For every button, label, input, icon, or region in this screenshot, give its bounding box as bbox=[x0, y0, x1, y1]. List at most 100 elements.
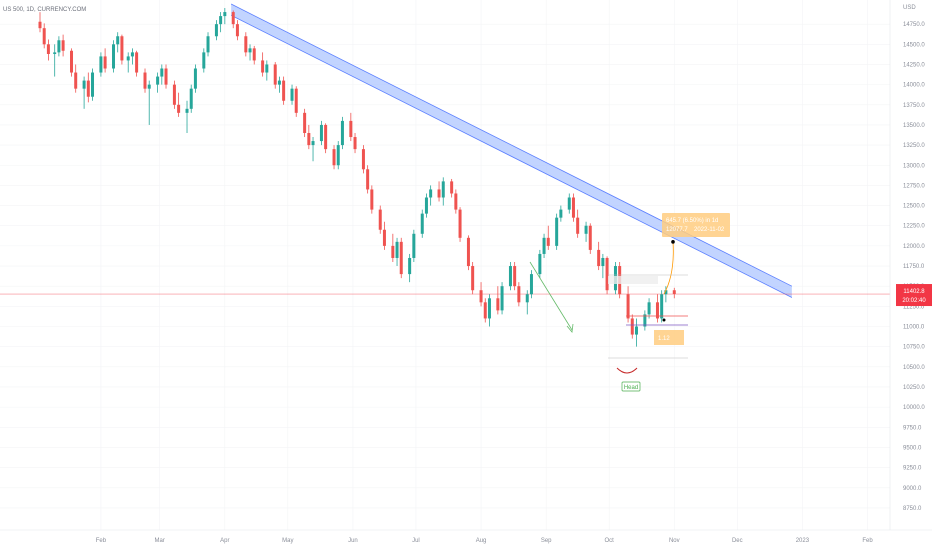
candle-body bbox=[466, 237, 470, 267]
candle bbox=[555, 213, 559, 250]
candle bbox=[500, 282, 504, 315]
y-tick-label: 12250.0 bbox=[903, 224, 925, 230]
candle bbox=[450, 178, 454, 198]
candle-body bbox=[307, 133, 311, 146]
candle bbox=[164, 64, 168, 89]
stop-box-label: 1.12 bbox=[658, 336, 670, 342]
y-tick-label: 13000.0 bbox=[903, 163, 925, 169]
svg-text:Head: Head bbox=[624, 385, 638, 391]
candle bbox=[231, 10, 235, 29]
candle bbox=[529, 270, 533, 299]
candle bbox=[340, 116, 344, 150]
x-tick-label: Aug bbox=[476, 538, 487, 544]
x-tick-label: Jun bbox=[348, 538, 358, 544]
candle-body bbox=[261, 60, 265, 73]
current-price-value: 11402.8 bbox=[903, 289, 925, 295]
measure-curve bbox=[663, 241, 674, 295]
candle bbox=[53, 44, 57, 77]
candle bbox=[99, 52, 103, 77]
candle-body bbox=[116, 36, 120, 45]
candle-body bbox=[361, 149, 365, 170]
candle bbox=[185, 100, 189, 134]
candle bbox=[496, 286, 500, 315]
candle bbox=[143, 68, 147, 93]
candle bbox=[408, 253, 412, 283]
range-label-bg bbox=[608, 276, 658, 284]
channel-lower-line bbox=[230, 14, 793, 298]
candle bbox=[378, 205, 382, 234]
y-tick-label: 12000.0 bbox=[903, 244, 925, 250]
candle bbox=[307, 124, 311, 150]
candle-body bbox=[597, 249, 601, 267]
candle bbox=[235, 20, 239, 41]
candle-body bbox=[91, 72, 95, 97]
candle-body bbox=[231, 12, 235, 25]
candle bbox=[42, 23, 46, 49]
currency-label: USD bbox=[903, 5, 916, 11]
candle bbox=[479, 282, 483, 307]
x-tick-label: May bbox=[282, 538, 293, 544]
drawing-overlays[interactable]: 1.12 bbox=[529, 240, 688, 374]
head-label: Head bbox=[621, 381, 641, 392]
y-tick-label: 11000.0 bbox=[903, 325, 925, 331]
candle-body bbox=[290, 88, 294, 101]
candle bbox=[189, 84, 193, 113]
candle-body bbox=[471, 266, 475, 291]
y-tick-label: 14000.0 bbox=[903, 83, 925, 89]
candle-body bbox=[42, 28, 46, 45]
trend-channel[interactable] bbox=[230, 3, 793, 298]
y-tick-label: 14250.0 bbox=[903, 62, 925, 68]
candle-body bbox=[370, 189, 374, 210]
candle-body bbox=[324, 124, 328, 150]
x-tick-label: Nov bbox=[669, 538, 680, 544]
candle-body bbox=[571, 197, 575, 218]
x-tick-label: 2023 bbox=[796, 538, 810, 544]
candle-body bbox=[46, 44, 50, 54]
chart-title: US 500, 1D, CURRENCY.COM bbox=[3, 7, 86, 13]
candle-body bbox=[99, 56, 103, 73]
candle bbox=[311, 137, 315, 162]
y-tick-label: 10750.0 bbox=[903, 345, 925, 351]
candle bbox=[282, 76, 286, 105]
stop-box bbox=[654, 330, 684, 345]
time-axis[interactable]: Feb Mar Apr May Jun Jul Aug Sep Oct Nov Dec 2023 Feb bbox=[0, 529, 932, 544]
candle-body bbox=[450, 181, 454, 194]
candle bbox=[508, 262, 512, 291]
candle-body bbox=[120, 36, 124, 61]
candle bbox=[487, 294, 491, 327]
candle bbox=[361, 145, 365, 174]
candle bbox=[214, 20, 218, 41]
candle-body bbox=[265, 64, 269, 73]
candle bbox=[605, 256, 609, 295]
candle bbox=[655, 294, 659, 323]
candle-body bbox=[454, 193, 458, 210]
candle bbox=[395, 237, 399, 267]
candle bbox=[193, 64, 197, 93]
candle bbox=[91, 68, 95, 101]
candle-body bbox=[441, 181, 445, 198]
candle bbox=[319, 120, 323, 146]
y-tick-label: 14500.0 bbox=[903, 42, 925, 48]
candle bbox=[277, 76, 281, 93]
y-tick-label: 10250.0 bbox=[903, 385, 925, 391]
candle bbox=[370, 185, 374, 214]
candle bbox=[643, 310, 647, 331]
candle-body bbox=[86, 80, 90, 97]
current-price-tag: 11402.8 20:02:40 bbox=[896, 284, 932, 307]
candle bbox=[248, 44, 252, 61]
candle bbox=[135, 50, 139, 77]
candle-body bbox=[605, 257, 609, 291]
candle-body bbox=[559, 209, 563, 218]
measure-price: 12077.7 bbox=[666, 227, 688, 233]
bar-countdown: 20:02:40 bbox=[902, 298, 926, 304]
candle-body bbox=[378, 209, 382, 230]
candle-body bbox=[513, 266, 517, 287]
candle-body bbox=[223, 12, 227, 17]
candle-body bbox=[630, 318, 634, 335]
candle bbox=[252, 45, 256, 65]
candle-body bbox=[189, 88, 193, 109]
candle-body bbox=[546, 237, 550, 246]
price-axis[interactable]: 14750.0 14500.0 14250.0 14000.0 13750.0 13500… bbox=[889, 0, 925, 530]
candle bbox=[70, 48, 74, 77]
